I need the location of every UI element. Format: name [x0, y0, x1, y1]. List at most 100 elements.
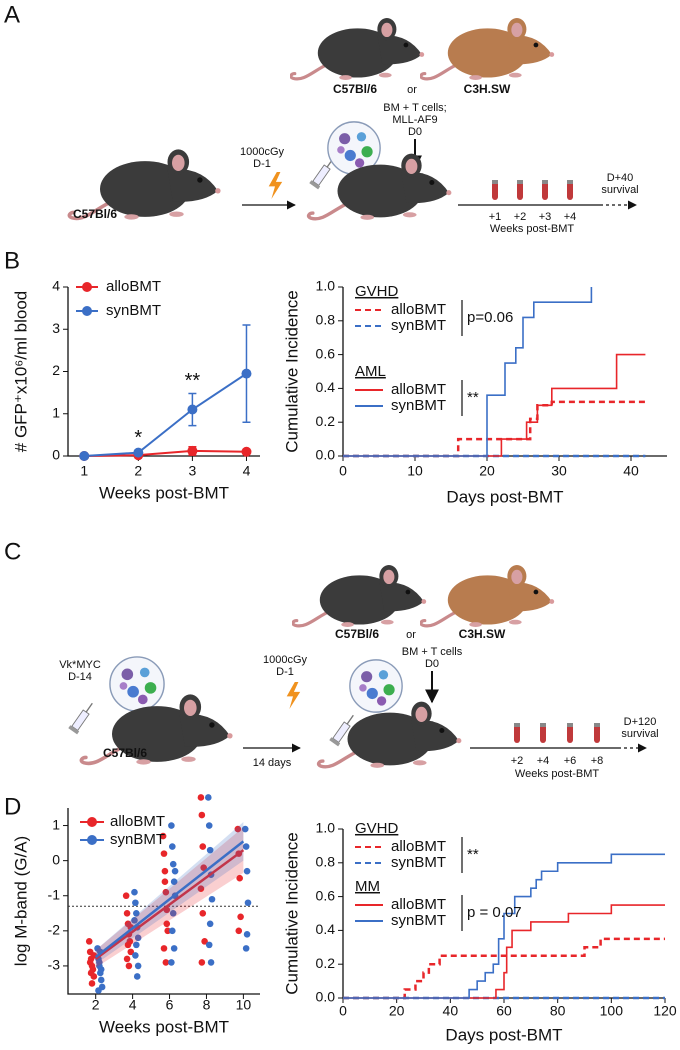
endpoint-label: D+120: [624, 716, 657, 728]
data-point: [97, 976, 105, 984]
data-point: [131, 917, 138, 924]
x-tick-label: 8: [203, 997, 211, 1013]
data-point: [162, 959, 170, 966]
y-tick-label: 1.0: [316, 278, 336, 294]
y-tick-label: 0.6: [316, 887, 336, 903]
data-point: [242, 843, 250, 850]
inoculum-label: Vk*MYC: [59, 659, 101, 671]
step-line: [343, 400, 646, 458]
fit-line: [94, 849, 245, 960]
transplant-label: BM + T cells: [402, 646, 463, 658]
y-tick-label: 0.2: [316, 413, 336, 429]
data-point: [243, 867, 251, 875]
irradiation-label: D-1: [253, 158, 271, 170]
legend-label: synBMT: [391, 912, 446, 929]
data-point: [164, 927, 171, 935]
tube-icon: [514, 723, 520, 743]
syringe-icon: [67, 700, 98, 736]
y-tick-label: 0.4: [316, 921, 336, 937]
data-point: [168, 959, 175, 966]
y-tick-label: 0.6: [316, 345, 336, 361]
x-tick-label: 40: [443, 1003, 459, 1019]
strain-label: C3H.SW: [464, 82, 511, 96]
or-label: or: [406, 629, 416, 641]
x-tick-label: 30: [551, 463, 567, 479]
data-point: [161, 867, 169, 875]
legend-stat: **: [467, 846, 479, 863]
y-tick-label: 3: [52, 320, 60, 336]
transplant-label: MLL-AF9: [392, 114, 437, 126]
irradiation-icon: [286, 682, 301, 709]
tube-icon: [492, 180, 498, 200]
x-axis-label: Days post-BMT: [445, 1025, 562, 1044]
diagram-c: C57Bl/6 or C3H.SW Vk*MYC D-14 C57Bl/6 14…: [59, 563, 659, 780]
timepoint: +8: [591, 755, 604, 767]
data-point: [88, 980, 96, 987]
data-point: [134, 962, 142, 970]
data-point: [163, 920, 171, 928]
data-point: [169, 927, 176, 935]
data-point: [236, 874, 243, 882]
data-point: [97, 966, 105, 973]
tube-icon: [594, 723, 600, 743]
data-point: [87, 969, 95, 977]
x-tick-label: 1: [80, 463, 88, 479]
data-point: [125, 962, 133, 970]
tube-icon: [567, 180, 573, 200]
data-point: [86, 959, 94, 966]
data-point: [244, 899, 252, 907]
irradiation-label: D-1: [276, 666, 294, 678]
y-tick-label: 0.4: [316, 379, 336, 395]
data-point: [208, 895, 216, 903]
y-tick-label: -1: [48, 886, 61, 902]
data-point: [198, 959, 206, 966]
legend-label: synBMT: [110, 831, 165, 848]
data-point: [207, 959, 215, 966]
data-point: [168, 822, 175, 829]
tube-icon: [542, 180, 548, 200]
transplant-label: D0: [425, 658, 439, 670]
y-tick-label: 0.8: [316, 854, 336, 870]
timepoint: +1: [489, 211, 502, 223]
data-point: [199, 843, 207, 850]
data-point: [237, 913, 244, 921]
axis-line: [67, 808, 260, 995]
legend-label: alloBMT: [391, 896, 446, 913]
y-tick-label: 0.8: [316, 312, 336, 328]
recipient-label: C57Bl/6: [73, 207, 117, 221]
data-point: [200, 864, 207, 871]
transplant-label: BM + T cells;: [383, 102, 446, 114]
data-point: [160, 945, 168, 952]
data-point: [133, 941, 140, 949]
data-point: [169, 909, 177, 917]
panel-label: D: [4, 793, 21, 820]
legend-group-title: AML: [355, 363, 386, 380]
x-tick-label: 4: [243, 463, 251, 479]
data-point: [234, 825, 242, 833]
data-point: [206, 920, 214, 928]
legend-group-title: GVHD: [355, 820, 399, 837]
mouse-icon: [290, 16, 425, 82]
data-point: [85, 938, 93, 945]
data-point: [171, 867, 179, 875]
data-point: [170, 878, 178, 885]
y-tick-label: 2: [52, 362, 60, 378]
y-tick-label: 1.0: [316, 820, 336, 836]
legend-marker: [82, 282, 92, 292]
x-tick-label: 10: [407, 463, 423, 479]
inoculum-label: D-14: [68, 671, 92, 683]
data-point: [96, 959, 103, 966]
data-point: [242, 945, 250, 952]
data-point: [243, 931, 251, 938]
y-tick-label: -2: [48, 922, 61, 938]
data-point: [133, 447, 144, 458]
endpoint-label: D+40: [607, 172, 634, 184]
data-point: [127, 948, 135, 956]
data-point: [122, 892, 130, 900]
data-point: [241, 825, 249, 833]
data-point: [201, 938, 208, 945]
panel-label: A: [4, 1, 20, 28]
y-axis-label: Cumulative Incidence: [282, 290, 301, 453]
tube-icon: [567, 723, 573, 743]
